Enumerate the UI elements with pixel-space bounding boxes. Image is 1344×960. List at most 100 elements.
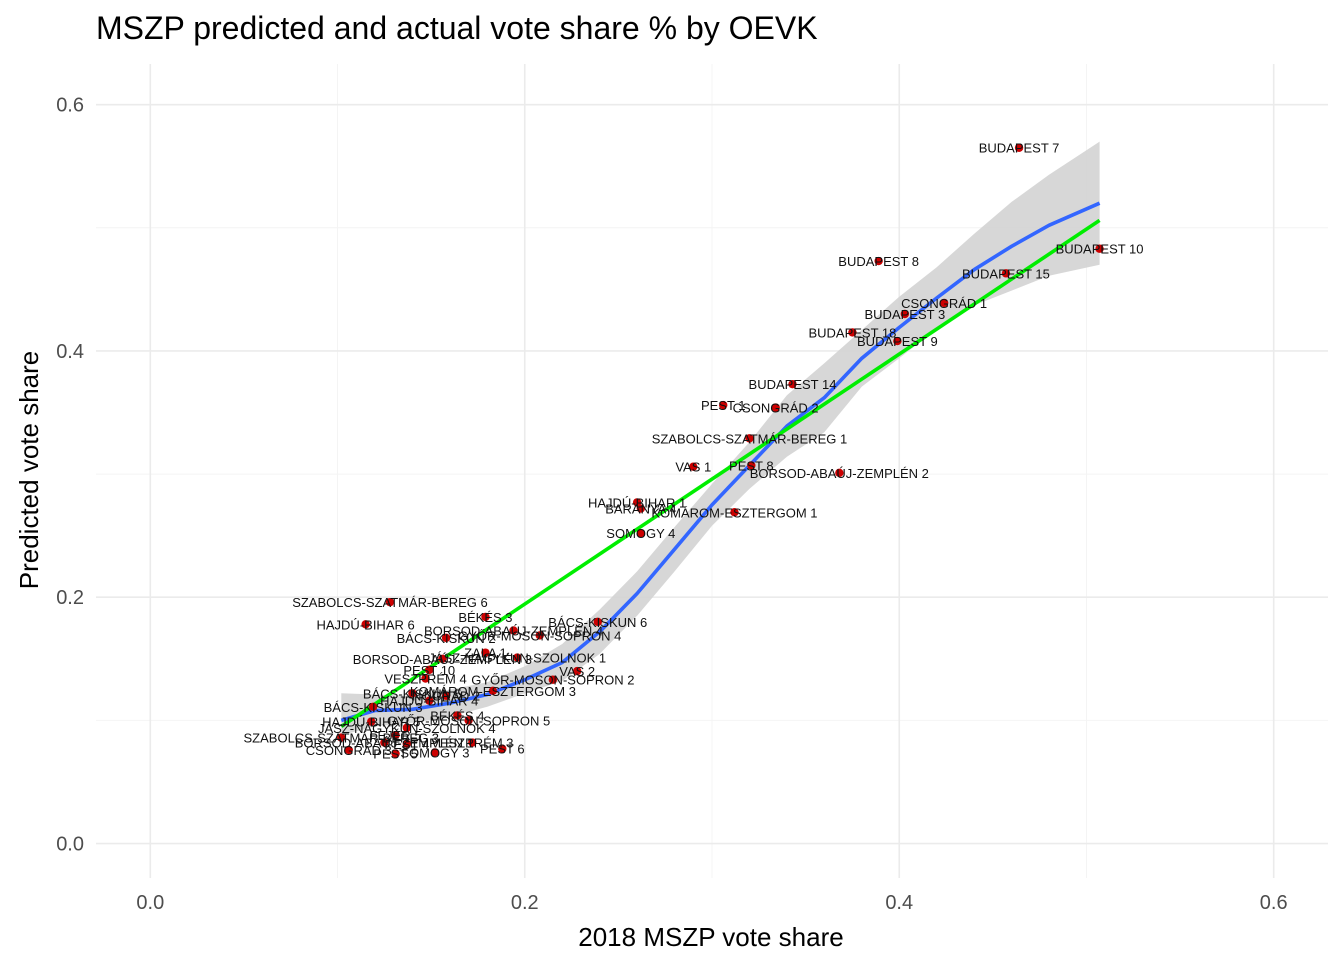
- confidence-band: [341, 141, 1100, 736]
- point-label: PEST 10: [403, 663, 455, 678]
- data-point: [1014, 143, 1024, 152]
- axis-ticks: 0.0 0.2 0.4 0.6 0.0 0.2 0.4 0.6: [56, 95, 1287, 914]
- data-point: [385, 597, 395, 607]
- data-point: [402, 739, 412, 748]
- data-point: [430, 748, 440, 757]
- data-point: [636, 504, 646, 513]
- point-label: SZABOLCS-SZATMÁR-BEREG 3: [244, 731, 440, 746]
- point-label: VESZPRÉM 3: [431, 736, 513, 751]
- data-point: [513, 653, 522, 662]
- y-tick-label: 0.4: [56, 341, 84, 363]
- point-label: BUDAPEST 14: [749, 377, 837, 392]
- data-point: [689, 462, 698, 471]
- point-label: BÁCS-KISKUN 2: [397, 631, 496, 646]
- data-point: [939, 298, 949, 308]
- point-label: BORSOD-ABAÚJ-ZEMPLÉN 2: [750, 466, 929, 481]
- data-point: [1001, 269, 1011, 278]
- point-label: BUDAPEST 18: [808, 325, 896, 340]
- data-point: [441, 633, 451, 643]
- point-label: VESZPRÉM 4: [384, 672, 466, 687]
- point-label: BUDAPEST 9: [857, 334, 938, 349]
- point-label: BÉKÉS 3: [458, 610, 512, 625]
- point-label: BUDAPEST 10: [1056, 242, 1144, 257]
- data-point: [488, 686, 498, 696]
- point-label: KOMÁROM-ESZTERGOM 3: [410, 684, 576, 699]
- point-label: PEST 5: [373, 747, 418, 762]
- data-point: [893, 336, 902, 346]
- fit-lines: [340, 201, 1101, 729]
- data-point: [835, 468, 844, 478]
- data-point: [468, 738, 477, 747]
- data-point: [498, 744, 507, 753]
- point-label: KOMÁROM-ESZTERGOM 1: [651, 505, 817, 520]
- point-label: BUDAPEST 8: [838, 254, 919, 269]
- data-point: [572, 666, 582, 676]
- data-point: [391, 730, 400, 740]
- data-point: [481, 648, 490, 657]
- point-label: BUDAPEST 7: [979, 141, 1060, 156]
- point-label: SZABOLCS-SZATMÁR-BEREG 6: [292, 595, 488, 610]
- data-point: [391, 749, 400, 758]
- point-label: PEST 8: [729, 458, 774, 473]
- point-label: ZALA 1: [464, 646, 507, 661]
- point-label: GYŐR-MOSON-SOPRON 2: [471, 673, 634, 688]
- data-point: [535, 631, 544, 640]
- x-tick-label: 0.2: [511, 892, 539, 914]
- data-point: [771, 403, 780, 412]
- point-label: HAJDÚ-BIHAR 5: [322, 715, 420, 730]
- data-point: [453, 711, 462, 720]
- data-point: [1095, 244, 1104, 253]
- point-label: HAJDÚ-BIHAR 4: [380, 694, 478, 709]
- data-point: [747, 461, 756, 470]
- data-point: [636, 528, 646, 538]
- data-point: [361, 620, 370, 629]
- point-label: CSONGRÁD 1: [901, 296, 987, 311]
- point-label: BARANYA 4: [605, 502, 676, 517]
- data-point: [425, 665, 434, 675]
- data-point: [337, 733, 346, 742]
- data-point: [745, 434, 754, 443]
- point-label: BORSOD-ABAÚJ-ZEMPLÉN 1: [295, 736, 474, 751]
- data-points: [337, 143, 1104, 758]
- data-point: [368, 702, 378, 712]
- data-point: [464, 716, 473, 725]
- point-label: BORSOD-ABAÚJ-ZEMPLÉN 4: [424, 623, 603, 638]
- x-tick-label: 0.6: [1260, 892, 1288, 914]
- data-point: [874, 256, 883, 266]
- point-label: SOMOGY 4: [606, 526, 675, 541]
- point-label: BUDAPEST 15: [962, 266, 1050, 281]
- point-label: CSONGRÁD 2: [733, 401, 819, 416]
- point-label: SOMOGY 3: [400, 745, 469, 760]
- y-axis-title: Predicted vote share: [14, 351, 44, 589]
- point-label: PEST 1: [701, 398, 746, 413]
- data-point: [344, 745, 353, 755]
- data-point: [593, 617, 602, 627]
- data-point: [367, 717, 376, 726]
- data-point: [402, 723, 412, 732]
- data-point: [632, 498, 642, 507]
- point-label: FEJÉR 5: [370, 728, 422, 743]
- point-label: NÓGRÁD 2: [412, 689, 480, 704]
- loess-fit-line: [340, 201, 1101, 723]
- data-point: [730, 508, 739, 517]
- data-point: [421, 674, 430, 683]
- point-label: VAS 1: [675, 460, 711, 475]
- linear-fit-line: [340, 218, 1101, 729]
- data-point: [441, 691, 451, 700]
- grid-minor: [96, 64, 1328, 878]
- point-label: CSONGRÁD 3: [306, 743, 392, 758]
- point-label: BÁCS-KISKUN 3: [324, 700, 423, 715]
- data-point: [548, 675, 558, 684]
- point-label: PEST 6: [480, 742, 525, 757]
- point-label: BUDAPEST 3: [865, 307, 946, 322]
- y-tick-label: 0.0: [56, 834, 84, 856]
- point-label: JÁSZ-NAGYKUN-SZOLNOK 4: [318, 721, 496, 736]
- point-labels: BUDAPEST 7 BUDAPEST 10 BUDAPEST 8 BUDAPEST …: [244, 141, 1144, 762]
- point-label: PEST 4: [385, 737, 430, 752]
- y-tick-label: 0.2: [56, 587, 84, 609]
- point-label: BÉKÉS 4: [430, 708, 484, 723]
- chart-title: MSZP predicted and actual vote share % b…: [96, 10, 818, 46]
- y-tick-label: 0.6: [56, 95, 84, 117]
- point-label: BÁCS-KISKUN 5: [363, 686, 462, 701]
